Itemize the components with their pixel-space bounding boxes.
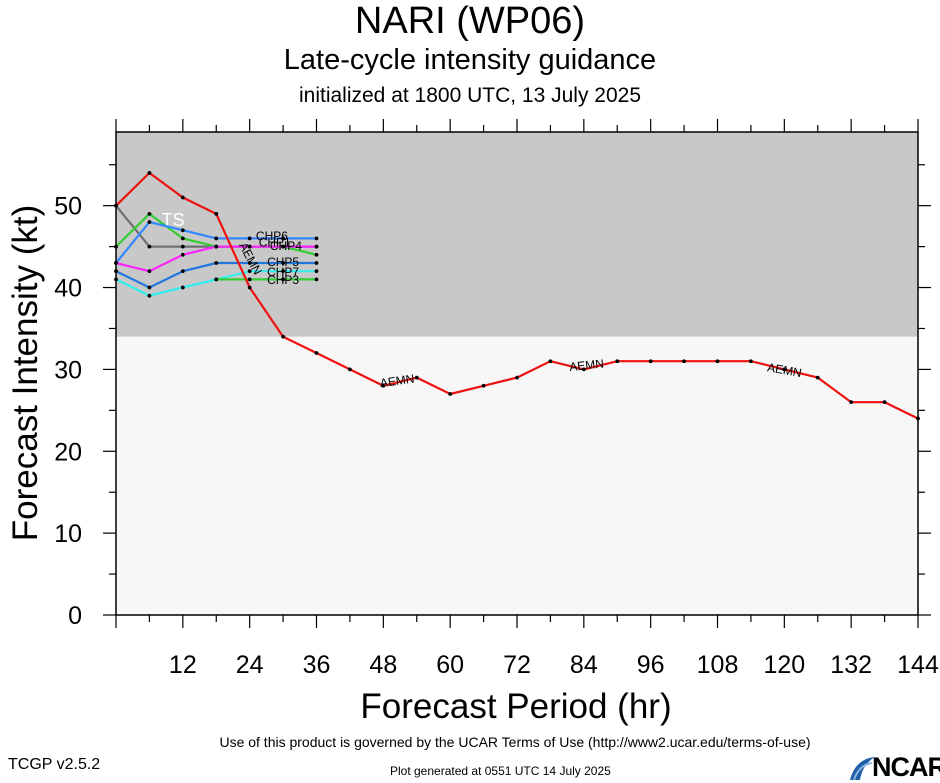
- data-point: [548, 359, 553, 364]
- data-point: [515, 375, 519, 380]
- data-point: [147, 244, 152, 249]
- chart-title: NARI (WP06): [354, 0, 586, 42]
- data-point: [314, 236, 319, 241]
- series-label: CHP7: [267, 265, 299, 279]
- series-label: CHP6: [256, 229, 288, 243]
- series-label: CHP5: [267, 255, 299, 269]
- data-point: [147, 171, 152, 175]
- x-tick-label: 120: [763, 651, 805, 679]
- data-point: [749, 359, 753, 364]
- x-tick-label: 60: [436, 651, 464, 679]
- data-point: [214, 236, 219, 241]
- data-point: [849, 400, 854, 405]
- series-label: CHP4: [270, 239, 302, 253]
- data-point: [682, 359, 686, 364]
- data-point: [247, 285, 252, 290]
- data-point: [180, 269, 185, 274]
- series-label: CHP1: [259, 236, 291, 250]
- data-point: [314, 351, 319, 355]
- init-time: initialized at 1800 UTC, 13 July 2025: [298, 84, 642, 107]
- y-tick-label: 40: [54, 275, 82, 303]
- x-axis-title: Forecast Period (hr): [360, 687, 671, 726]
- data-point: [381, 383, 386, 388]
- data-point: [815, 375, 820, 380]
- data-point: [281, 261, 285, 265]
- logo-text: NCAR: [872, 752, 940, 782]
- data-point: [414, 375, 419, 380]
- data-point: [180, 236, 185, 241]
- data-point: [247, 236, 252, 241]
- series-label: CHP3: [267, 273, 299, 287]
- data-point: [348, 367, 352, 372]
- series-label: AEMN: [379, 372, 415, 391]
- data-point: [180, 195, 185, 200]
- y-tick-label: 20: [54, 438, 82, 466]
- data-point: [214, 261, 219, 265]
- data-point: [247, 269, 252, 274]
- data-point: [247, 261, 252, 265]
- data-point: [214, 211, 219, 216]
- x-tick-label: 12: [169, 651, 197, 679]
- intensity-band: [116, 336, 918, 615]
- x-tick-label: 84: [570, 651, 598, 679]
- data-point: [314, 269, 319, 274]
- series-label: AEMN: [766, 360, 803, 380]
- y-tick-label: 30: [54, 356, 82, 384]
- data-point: [314, 244, 319, 249]
- data-point: [214, 244, 219, 249]
- data-point: [247, 244, 252, 249]
- data-point: [314, 261, 319, 265]
- version-label: TCGP v2.5.2: [8, 756, 101, 773]
- data-point: [882, 400, 887, 405]
- x-tick-label: 48: [369, 651, 397, 679]
- data-point: [481, 383, 486, 388]
- y-tick-label: 0: [68, 602, 82, 630]
- data-point: [314, 252, 319, 257]
- ncar-logo: NCAR: [848, 752, 940, 782]
- y-axis-title: Forecast Intensity (kt): [6, 205, 45, 541]
- data-point: [180, 252, 185, 257]
- chart-subtitle: Late-cycle intensity guidance: [283, 44, 657, 76]
- x-tick-label: 24: [236, 651, 264, 679]
- data-point: [180, 285, 185, 290]
- series-label: AEMN: [569, 357, 605, 375]
- data-point: [214, 277, 219, 282]
- data-point: [314, 277, 319, 282]
- data-point: [247, 277, 252, 282]
- data-point: [281, 269, 285, 274]
- data-point: [281, 334, 285, 339]
- data-point: [147, 293, 152, 298]
- y-tick-label: 50: [54, 193, 82, 221]
- intensity-band: [116, 132, 918, 337]
- data-point: [281, 244, 285, 249]
- x-tick-label: 144: [897, 651, 939, 679]
- data-point: [147, 269, 152, 274]
- data-point: [281, 236, 285, 241]
- data-point: [147, 285, 152, 290]
- x-tick-label: 108: [697, 651, 739, 679]
- y-tick-label: 10: [54, 520, 82, 548]
- x-tick-label: 72: [503, 651, 531, 679]
- x-tick-label: 96: [637, 651, 665, 679]
- data-point: [448, 392, 453, 396]
- data-point: [615, 359, 620, 364]
- generated-time: Plot generated at 0551 UTC 14 July 2025: [390, 764, 611, 778]
- data-point: [180, 228, 185, 233]
- data-point: [180, 244, 185, 249]
- data-point: [581, 367, 586, 372]
- data-point: [782, 367, 787, 372]
- terms-of-use: Use of this product is governed by the U…: [219, 734, 811, 750]
- data-point: [281, 277, 285, 282]
- data-point: [715, 359, 720, 364]
- data-point: [147, 211, 152, 216]
- data-point: [648, 359, 653, 364]
- data-point: [147, 220, 152, 224]
- band-label: TS: [162, 210, 185, 230]
- x-tick-label: 132: [830, 651, 872, 679]
- x-tick-label: 36: [303, 651, 331, 679]
- ncar-swoosh-icon: [850, 757, 875, 781]
